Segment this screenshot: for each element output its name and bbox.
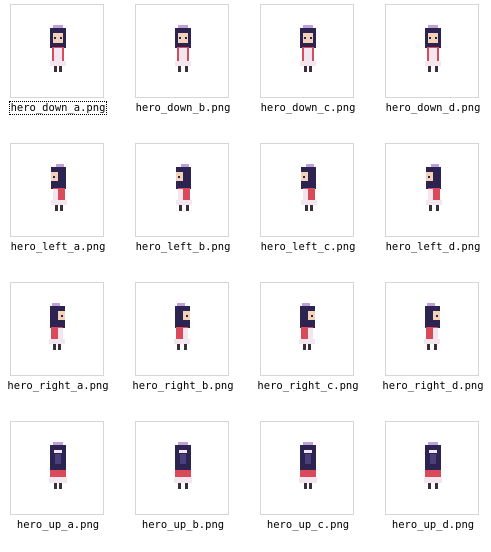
file-item[interactable]: hero_right_b.png bbox=[125, 278, 250, 413]
hero-sprite-graphic bbox=[49, 442, 67, 489]
file-item[interactable]: hero_down_c.png bbox=[250, 0, 375, 135]
file-name: hero_right_b.png bbox=[132, 380, 234, 392]
file-thumbnail[interactable] bbox=[385, 421, 479, 515]
file-thumbnail[interactable] bbox=[260, 282, 354, 376]
hero-sprite-down-image bbox=[420, 25, 446, 75]
file-name: hero_left_b.png bbox=[135, 241, 231, 253]
hero-sprite-graphic bbox=[175, 25, 191, 72]
file-item[interactable]: hero_up_b.png bbox=[125, 417, 250, 552]
file-thumbnail[interactable] bbox=[10, 282, 104, 376]
hero-sprite-graphic bbox=[174, 303, 190, 350]
hero-sprite-graphic bbox=[424, 442, 442, 489]
hero-sprite-down-image bbox=[170, 25, 196, 75]
file-thumbnail[interactable] bbox=[260, 143, 354, 237]
file-name: hero_right_d.png bbox=[382, 380, 484, 392]
file-item[interactable]: hero_up_c.png bbox=[250, 417, 375, 552]
hero-sprite-graphic bbox=[299, 442, 317, 489]
hero-sprite-down-image bbox=[45, 25, 71, 75]
file-label[interactable]: hero_right_b.png bbox=[125, 379, 241, 393]
file-name: hero_down_d.png bbox=[385, 102, 481, 114]
file-item[interactable]: hero_down_d.png bbox=[375, 0, 491, 135]
hero-sprite-left-image bbox=[170, 164, 196, 214]
hero-sprite-up-image bbox=[420, 442, 446, 492]
file-label[interactable]: hero_down_d.png bbox=[375, 101, 491, 115]
file-thumbnail[interactable] bbox=[260, 421, 354, 515]
file-thumbnail[interactable] bbox=[135, 421, 229, 515]
hero-sprite-left-image bbox=[45, 164, 71, 214]
hero-sprite-graphic bbox=[425, 25, 441, 72]
file-name: hero_left_d.png bbox=[385, 241, 481, 253]
hero-sprite-graphic bbox=[424, 303, 440, 350]
file-label[interactable]: hero_left_b.png bbox=[125, 240, 241, 254]
file-label[interactable]: hero_up_d.png bbox=[375, 518, 491, 532]
file-label[interactable]: hero_up_b.png bbox=[125, 518, 241, 532]
file-label[interactable]: hero_down_a.png bbox=[0, 101, 116, 115]
file-item[interactable]: hero_left_a.png bbox=[0, 139, 125, 274]
hero-sprite-down-image bbox=[295, 25, 321, 75]
file-name: hero_left_a.png bbox=[10, 241, 106, 253]
file-thumbnail[interactable] bbox=[10, 4, 104, 98]
file-item[interactable]: hero_right_c.png bbox=[250, 278, 375, 413]
hero-sprite-up-image bbox=[170, 442, 196, 492]
hero-sprite-right-image bbox=[45, 303, 71, 353]
file-label[interactable]: hero_right_d.png bbox=[375, 379, 491, 393]
file-thumbnail[interactable] bbox=[135, 4, 229, 98]
file-thumbnail[interactable] bbox=[385, 4, 479, 98]
hero-sprite-graphic bbox=[174, 442, 192, 489]
file-name: hero_right_c.png bbox=[257, 380, 359, 392]
hero-sprite-graphic bbox=[51, 164, 67, 211]
file-label[interactable]: hero_left_c.png bbox=[250, 240, 366, 254]
file-label[interactable]: hero_left_a.png bbox=[0, 240, 116, 254]
file-label[interactable]: hero_up_a.png bbox=[0, 518, 116, 532]
file-thumbnail[interactable] bbox=[260, 4, 354, 98]
file-item[interactable]: hero_left_d.png bbox=[375, 139, 491, 274]
hero-sprite-graphic bbox=[301, 164, 317, 211]
file-thumbnail[interactable] bbox=[135, 282, 229, 376]
file-item[interactable]: hero_left_c.png bbox=[250, 139, 375, 274]
file-grid: hero_down_a.png hero_down_b.png hero_down_… bbox=[0, 0, 491, 531]
hero-sprite-graphic bbox=[426, 164, 442, 211]
hero-sprite-graphic bbox=[176, 164, 192, 211]
hero-sprite-graphic bbox=[49, 303, 65, 350]
file-name: hero_down_c.png bbox=[260, 102, 356, 114]
file-name: hero_up_a.png bbox=[16, 519, 100, 531]
hero-sprite-up-image bbox=[295, 442, 321, 492]
file-name: hero_up_b.png bbox=[141, 519, 225, 531]
hero-sprite-graphic bbox=[300, 25, 316, 72]
hero-sprite-right-image bbox=[420, 303, 446, 353]
file-name: hero_down_a.png bbox=[8, 101, 108, 115]
file-name: hero_up_d.png bbox=[391, 519, 475, 531]
file-label[interactable]: hero_down_b.png bbox=[125, 101, 241, 115]
file-item[interactable]: hero_left_b.png bbox=[125, 139, 250, 274]
file-label[interactable]: hero_up_c.png bbox=[250, 518, 366, 532]
hero-sprite-graphic bbox=[299, 303, 315, 350]
file-item[interactable]: hero_down_b.png bbox=[125, 0, 250, 135]
file-name: hero_down_b.png bbox=[135, 102, 231, 114]
file-name: hero_left_c.png bbox=[260, 241, 356, 253]
file-name: hero_up_c.png bbox=[266, 519, 350, 531]
file-thumbnail[interactable] bbox=[10, 143, 104, 237]
file-item[interactable]: hero_up_d.png bbox=[375, 417, 491, 552]
hero-sprite-right-image bbox=[295, 303, 321, 353]
hero-sprite-up-image bbox=[45, 442, 71, 492]
file-item[interactable]: hero_down_a.png bbox=[0, 0, 125, 135]
hero-sprite-right-image bbox=[170, 303, 196, 353]
file-thumbnail[interactable] bbox=[385, 143, 479, 237]
file-thumbnail[interactable] bbox=[10, 421, 104, 515]
file-label[interactable]: hero_left_d.png bbox=[375, 240, 491, 254]
file-thumbnail[interactable] bbox=[385, 282, 479, 376]
file-item[interactable]: hero_up_a.png bbox=[0, 417, 125, 552]
file-item[interactable]: hero_right_d.png bbox=[375, 278, 491, 413]
hero-sprite-graphic bbox=[50, 25, 66, 72]
file-name: hero_right_a.png bbox=[7, 380, 109, 392]
file-label[interactable]: hero_right_a.png bbox=[0, 379, 116, 393]
file-label[interactable]: hero_right_c.png bbox=[250, 379, 366, 393]
file-thumbnail[interactable] bbox=[135, 143, 229, 237]
hero-sprite-left-image bbox=[420, 164, 446, 214]
file-item[interactable]: hero_right_a.png bbox=[0, 278, 125, 413]
hero-sprite-left-image bbox=[295, 164, 321, 214]
file-label[interactable]: hero_down_c.png bbox=[250, 101, 366, 115]
